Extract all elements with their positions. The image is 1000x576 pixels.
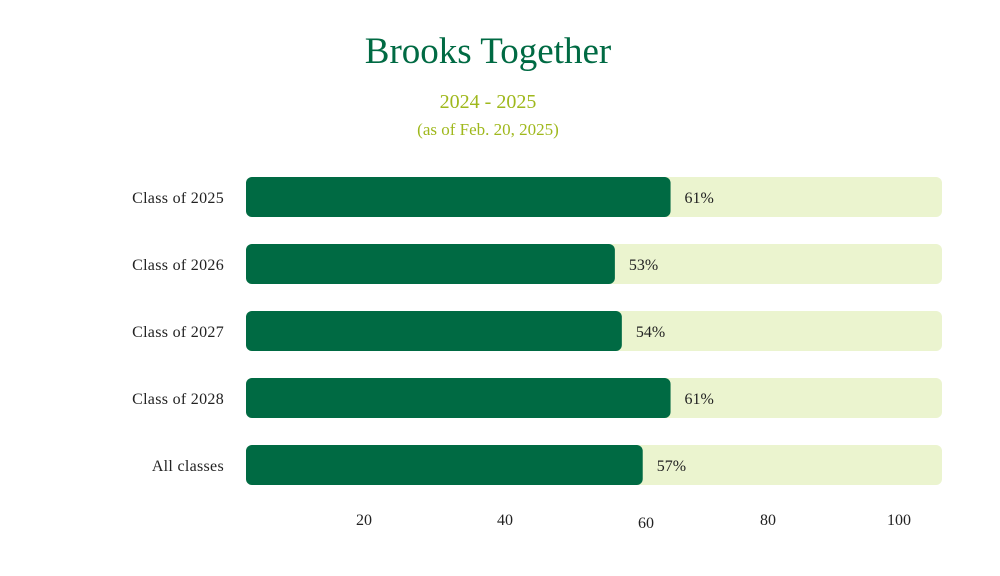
x-tick-label-60: 60 (638, 515, 654, 532)
x-tick-label-100: 100 (887, 512, 911, 529)
bar-class-of-2028 (246, 378, 671, 418)
category-label-class-of-2027: Class of 2027 (132, 324, 224, 341)
chart-title: Brooks Together (364, 31, 612, 72)
value-label-class-of-2026: 53% (629, 257, 658, 274)
bar-class-of-2025 (246, 177, 671, 217)
bar-class-of-2026 (246, 244, 615, 284)
category-label-class-of-2026: Class of 2026 (132, 257, 224, 274)
category-label-all-classes: All classes (152, 458, 224, 475)
value-label-class-of-2028: 61% (685, 391, 714, 408)
value-label-all-classes: 57% (657, 458, 686, 475)
category-label-class-of-2025: Class of 2025 (132, 190, 224, 207)
value-label-class-of-2025: 61% (685, 190, 714, 207)
x-tick-label-80: 80 (760, 512, 776, 529)
bar-all-classes (246, 445, 643, 485)
chart-date-note: (as of Feb. 20, 2025) (417, 120, 559, 139)
chart-subtitle: 2024 - 2025 (439, 91, 537, 113)
x-tick-label-40: 40 (497, 512, 513, 529)
x-tick-label-20: 20 (356, 512, 372, 529)
category-label-class-of-2028: Class of 2028 (132, 391, 224, 408)
bar-class-of-2027 (246, 311, 622, 351)
value-label-class-of-2027: 54% (636, 324, 665, 341)
